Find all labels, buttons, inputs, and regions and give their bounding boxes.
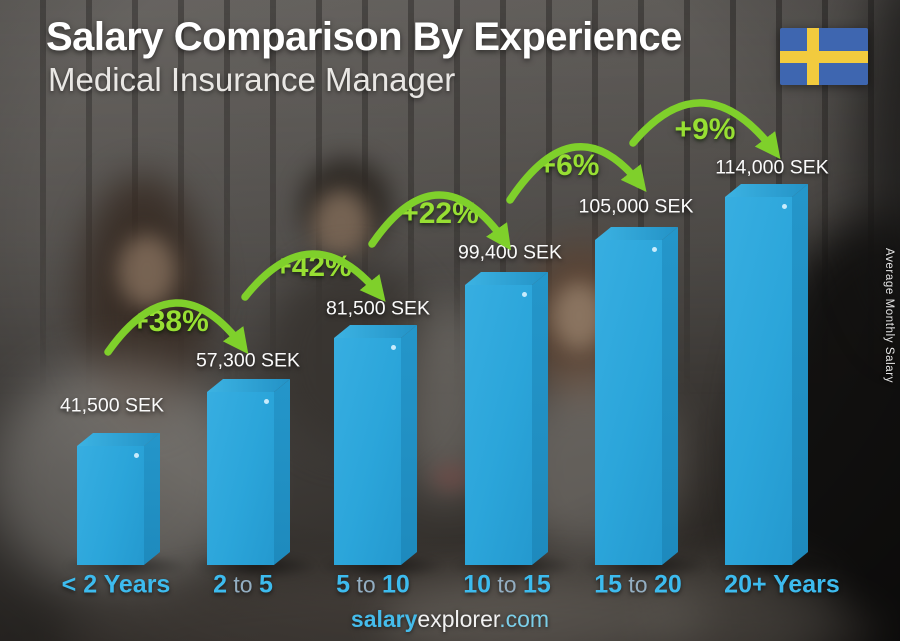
bar-value-label: 41,500 SEK	[59, 394, 165, 417]
x-axis-label-part: 10	[382, 570, 410, 599]
footer-brand-explorer: explorer	[417, 606, 500, 632]
x-axis-label: 15 to 20	[594, 571, 682, 600]
x-axis-label-part: 20	[653, 570, 682, 599]
percent-increase-label: +9%	[674, 113, 736, 146]
bar-glint	[522, 292, 527, 297]
x-axis-label-part: to	[622, 571, 654, 598]
background-blob	[380, 575, 710, 641]
x-axis-label: 5 to 10	[336, 571, 410, 600]
x-axis-label-part: 15	[522, 570, 551, 599]
background-blob	[312, 190, 370, 260]
x-axis-label: < 2 Years	[61, 570, 171, 599]
percent-increase-label: +6%	[538, 149, 600, 182]
x-axis-label-part: 5	[258, 570, 273, 599]
bar-side-face	[274, 379, 290, 565]
bar-side-face	[401, 325, 417, 565]
footer-brand-salary: salary	[350, 606, 418, 632]
site-footer: salaryexplorer.com	[0, 606, 900, 633]
percent-increase-label: +42%	[274, 250, 352, 283]
percent-increase-label: +22%	[401, 197, 479, 230]
bar-value-label: 57,300 SEK	[195, 349, 301, 372]
bar-side-face	[792, 184, 808, 565]
bar-top-face	[334, 325, 417, 338]
bar-glint	[134, 453, 139, 458]
bar-glint	[782, 204, 787, 209]
x-axis-label-part: 5	[336, 570, 351, 599]
bar	[595, 240, 662, 565]
bar	[465, 285, 532, 565]
bar	[77, 446, 144, 565]
bar	[207, 392, 274, 565]
bar-side-face	[662, 227, 678, 565]
bar-glint	[264, 399, 269, 404]
bar-side-face	[532, 272, 548, 565]
page-subtitle: Medical Insurance Manager	[48, 61, 456, 98]
y-axis-title: Average Monthly Salary	[883, 248, 895, 384]
bar-value-label: 99,400 SEK	[457, 241, 563, 264]
bar-top-face	[595, 227, 678, 240]
bar-glint	[652, 247, 657, 252]
x-axis-label-part: to	[491, 571, 523, 598]
flag-cross-horizontal	[780, 51, 868, 63]
bar-value-label: 114,000 SEK	[715, 156, 829, 179]
x-axis-label-part: to	[350, 571, 383, 598]
x-axis-label-part: 2	[213, 570, 228, 599]
bar-side-face	[144, 433, 160, 565]
page-title: Salary Comparison By Experience	[46, 15, 682, 59]
bar-top-face	[77, 433, 160, 446]
percent-increase-label: +38%	[131, 305, 209, 338]
bar	[334, 338, 401, 565]
bar-value-label: 81,500 SEK	[325, 297, 431, 320]
x-axis-label: 20+ Years	[724, 570, 840, 599]
x-axis-label: 2 to 5	[213, 571, 273, 600]
x-axis-label: 10 to 15	[463, 571, 551, 600]
x-axis-label-part: 15	[594, 570, 623, 599]
bar-top-face	[725, 184, 808, 197]
bar-top-face	[465, 272, 548, 285]
bar-glint	[391, 345, 396, 350]
bar-value-label: 105,000 SEK	[578, 195, 694, 218]
bar	[725, 197, 792, 565]
bar-top-face	[207, 379, 290, 392]
background-blob	[118, 235, 176, 307]
x-axis-label-part: 10	[463, 570, 492, 599]
sweden-flag-icon	[780, 28, 868, 85]
footer-brand-tld: .com	[499, 606, 550, 632]
x-axis-label-part: to	[227, 571, 259, 598]
